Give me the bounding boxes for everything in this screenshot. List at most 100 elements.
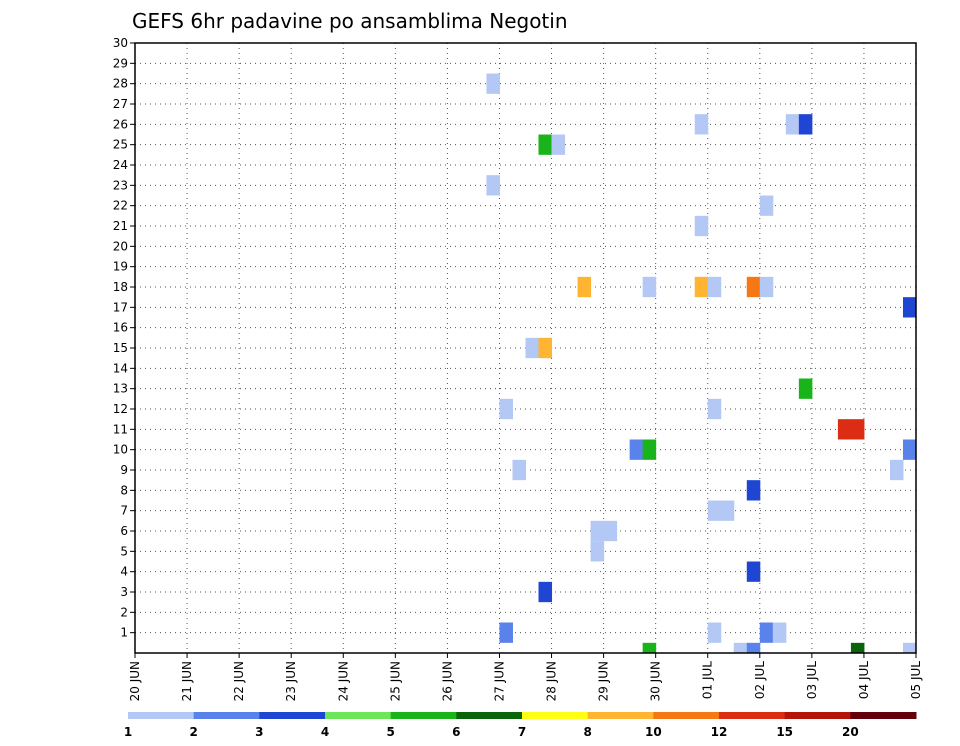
y-tick-label: 11 [113, 422, 128, 436]
y-tick-label: 20 [113, 239, 128, 253]
data-cell [772, 622, 787, 643]
colorbar-label: 20 [842, 725, 859, 739]
x-tick-label: 01 JUL [701, 661, 715, 699]
colorbar-swatch [587, 712, 654, 719]
data-cell [707, 500, 722, 521]
y-tick-label: 16 [113, 321, 128, 335]
colorbar-swatch [193, 712, 260, 719]
y-axis: 1234567891011121314151617181920212223242… [113, 36, 135, 640]
y-tick-label: 17 [113, 300, 128, 314]
x-tick-label: 02 JUL [753, 661, 767, 699]
data-cell [499, 398, 513, 420]
y-tick-label: 15 [113, 341, 128, 355]
x-tick-label: 21 JUN [180, 661, 194, 701]
y-tick-label: 25 [113, 138, 128, 152]
colorbar-label: 12 [711, 725, 728, 739]
y-tick-label: 14 [113, 361, 128, 375]
y-tick-label: 28 [113, 77, 128, 91]
data-cell [538, 581, 553, 603]
colorbar-swatch [325, 712, 392, 719]
data-cell [538, 134, 553, 155]
colorbar: 1 2 3 4 5 6 7 8 10 12 15 20 [124, 712, 917, 739]
data-cell [902, 297, 916, 318]
data-cell [850, 419, 865, 440]
data-cell [746, 642, 761, 653]
x-tick-label: 25 JUN [388, 661, 402, 701]
data-cell [512, 459, 526, 481]
y-tick-label: 13 [113, 382, 128, 396]
y-tick-label: 12 [113, 402, 128, 416]
data-cell [720, 500, 735, 521]
colorbar-label: 5 [386, 725, 394, 739]
y-tick-label: 1 [120, 626, 128, 640]
data-cell [746, 480, 761, 501]
colorbar-swatch [850, 712, 917, 719]
y-tick-label: 2 [120, 605, 128, 619]
data-cell [759, 622, 774, 643]
data-cell [798, 114, 813, 135]
colorbar-label: 3 [255, 725, 263, 739]
x-tick-label: 28 JUN [545, 661, 559, 701]
data-cell [642, 642, 657, 653]
y-tick-label: 8 [120, 483, 128, 497]
data-cell [694, 276, 709, 298]
y-tick-label: 4 [120, 565, 128, 579]
x-tick-label: 23 JUN [284, 661, 298, 701]
data-cell [759, 195, 774, 216]
x-tick-label: 20 JUN [128, 661, 142, 701]
y-tick-label: 21 [113, 219, 128, 233]
data-cell [733, 642, 748, 653]
data-cell [551, 134, 566, 155]
data-cell [889, 459, 904, 481]
x-tick-label: 05 JUL [909, 661, 923, 699]
x-tick-label: 04 JUL [857, 661, 871, 699]
colorbar-swatch [784, 712, 851, 719]
data-cell [603, 520, 618, 542]
data-cell [642, 439, 657, 460]
colorbar-label: 7 [518, 725, 526, 739]
data-cells [486, 73, 916, 653]
x-tick-label: 22 JUN [232, 661, 246, 701]
data-cell [850, 642, 865, 653]
data-cell [629, 439, 644, 460]
x-tick-label: 30 JUN [649, 661, 663, 701]
y-tick-label: 5 [120, 544, 128, 558]
colorbar-label: 15 [776, 725, 793, 739]
data-cell [486, 73, 500, 94]
colorbar-label: 4 [321, 725, 329, 739]
data-cell [707, 276, 722, 298]
x-tick-label: 24 JUN [336, 661, 350, 701]
data-cell [590, 541, 605, 562]
y-tick-label: 29 [113, 56, 128, 70]
y-tick-label: 19 [113, 260, 128, 274]
data-cell [538, 337, 553, 359]
colorbar-label: 8 [583, 725, 591, 739]
colorbar-label: 10 [645, 725, 662, 739]
y-tick-label: 26 [113, 117, 128, 131]
y-tick-label: 23 [113, 178, 128, 192]
colorbar-label: 1 [124, 725, 132, 739]
data-cell [577, 276, 592, 298]
data-cell [798, 378, 813, 399]
data-cell [499, 622, 513, 643]
y-tick-label: 9 [120, 463, 128, 477]
y-tick-label: 3 [120, 585, 128, 599]
y-tick-label: 30 [113, 36, 128, 50]
data-cell [746, 561, 761, 582]
chart-title: GEFS 6hr padavine po ansamblima Negotin [132, 9, 568, 33]
y-tick-label: 24 [113, 158, 128, 172]
x-tick-label: 03 JUL [805, 661, 819, 699]
y-tick-label: 27 [113, 97, 128, 111]
y-tick-label: 22 [113, 199, 128, 213]
data-cell [837, 419, 852, 440]
data-cell [902, 642, 916, 653]
colorbar-swatch [456, 712, 523, 719]
data-cell [707, 398, 722, 420]
colorbar-swatch [522, 712, 589, 719]
y-tick-label: 7 [120, 504, 128, 518]
colorbar-swatch [719, 712, 786, 719]
colorbar-label: 2 [189, 725, 197, 739]
data-cell [486, 175, 500, 196]
